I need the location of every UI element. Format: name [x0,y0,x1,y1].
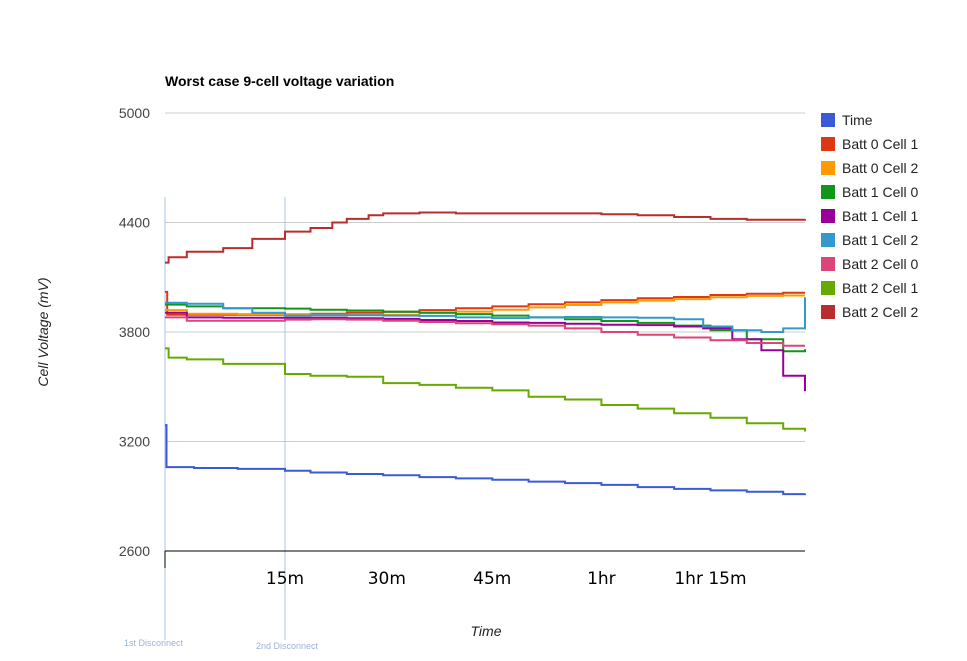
x-axis-label: Time [471,623,502,639]
legend-label: Batt 0 Cell 2 [842,160,918,176]
legend-swatch [821,257,835,271]
series-line-4 [165,311,806,392]
legend-label: Batt 1 Cell 1 [842,208,918,224]
y-axis-label: Cell Voltage (mV) [35,277,51,386]
series-line-3 [165,303,806,353]
legend-swatch [821,281,835,295]
legend-label: Batt 2 Cell 0 [842,256,918,272]
y-tick-label: 2600 [119,543,150,559]
series-lines [165,211,806,496]
legend-label: Batt 1 Cell 2 [842,232,918,248]
series-line-8 [165,211,806,264]
legend-label: Batt 0 Cell 1 [842,136,918,152]
legend-label: Batt 2 Cell 2 [842,304,918,320]
chart-title: Worst case 9-cell voltage variation [165,73,394,89]
series-line-0 [165,424,806,496]
x-tick-label: 30m [368,569,406,589]
legend-swatch [821,161,835,175]
y-tick-label: 3200 [119,434,150,450]
series-line-5 [165,297,806,333]
grid: 5000 4400 3800 3200 2600 [119,105,805,559]
y-tick-label: 3800 [119,324,150,340]
y-tick-label: 5000 [119,105,150,121]
series-line-2 [165,294,805,316]
disconnect-label: 1st Disconnect [124,638,184,648]
legend-label: Batt 2 Cell 1 [842,280,918,296]
legend-label: Time [842,112,873,128]
series-line-7 [165,347,806,432]
x-tick-label: 1hr [587,569,616,589]
legend: Time Batt 0 Cell 1 Batt 0 Cell 2 Batt 1 Cel… [821,112,918,320]
x-tick-label: 15m [266,569,304,589]
legend-swatch [821,185,835,199]
legend-label: Batt 1 Cell 0 [842,184,918,200]
legend-swatch [821,113,835,127]
legend-swatch [821,305,835,319]
legend-swatch [821,137,835,151]
legend-swatch [821,233,835,247]
y-tick-label: 4400 [119,215,150,231]
x-tick-label: 1hr 15m [674,569,746,589]
series-line-6 [165,316,805,347]
axes: 15m 30m 45m 1hr 1hr 15m [164,550,805,589]
legend-swatch [821,209,835,223]
x-tick-label: 45m [473,569,511,589]
disconnect-label: 2nd Disconnect [256,641,319,651]
